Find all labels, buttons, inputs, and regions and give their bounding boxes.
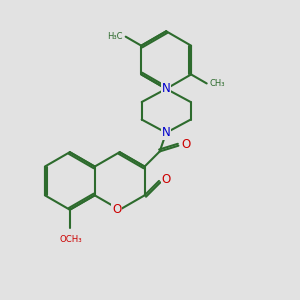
Text: N: N [162, 82, 171, 95]
Text: CH₃: CH₃ [209, 79, 224, 88]
Text: O: O [181, 138, 190, 151]
Text: OCH₃: OCH₃ [59, 235, 82, 244]
Text: H₃C: H₃C [107, 32, 123, 41]
Text: N: N [162, 126, 171, 139]
Text: O: O [112, 203, 122, 216]
Text: N: N [162, 82, 171, 95]
Text: O: O [162, 173, 171, 186]
